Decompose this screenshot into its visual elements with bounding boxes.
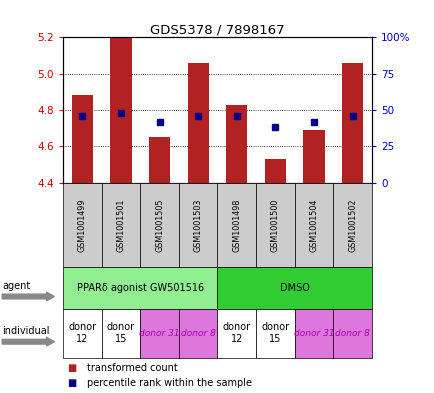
Text: GSM1001504: GSM1001504 <box>309 198 318 252</box>
Text: agent: agent <box>2 281 30 291</box>
Text: donor
15: donor 15 <box>261 322 289 344</box>
Bar <box>72 95 93 183</box>
Text: transformed count: transformed count <box>87 362 178 373</box>
Text: donor
15: donor 15 <box>107 322 135 344</box>
Text: GSM1001499: GSM1001499 <box>78 198 87 252</box>
Text: donor 8: donor 8 <box>181 329 215 338</box>
Text: percentile rank within the sample: percentile rank within the sample <box>87 378 251 388</box>
Text: ■: ■ <box>67 378 76 388</box>
Text: donor 31: donor 31 <box>139 329 180 338</box>
Text: ■: ■ <box>67 362 76 373</box>
Text: GSM1001503: GSM1001503 <box>193 198 202 252</box>
Bar <box>341 63 362 183</box>
Bar <box>110 37 132 183</box>
Text: donor 8: donor 8 <box>335 329 369 338</box>
Text: donor 31: donor 31 <box>293 329 334 338</box>
Text: individual: individual <box>2 326 49 336</box>
Text: GSM1001501: GSM1001501 <box>116 198 125 252</box>
Bar <box>148 137 170 183</box>
Title: GDS5378 / 7898167: GDS5378 / 7898167 <box>150 23 284 36</box>
Text: GSM1001500: GSM1001500 <box>270 198 279 252</box>
Text: donor
12: donor 12 <box>68 322 96 344</box>
Text: GSM1001502: GSM1001502 <box>347 198 356 252</box>
Bar <box>187 63 208 183</box>
Text: GSM1001505: GSM1001505 <box>155 198 164 252</box>
Bar <box>226 105 247 183</box>
Text: GSM1001498: GSM1001498 <box>232 198 241 252</box>
Text: donor
12: donor 12 <box>222 322 250 344</box>
Text: PPARδ agonist GW501516: PPARδ agonist GW501516 <box>76 283 204 293</box>
Bar <box>264 159 286 183</box>
Text: DMSO: DMSO <box>279 283 309 293</box>
Bar <box>302 130 324 183</box>
